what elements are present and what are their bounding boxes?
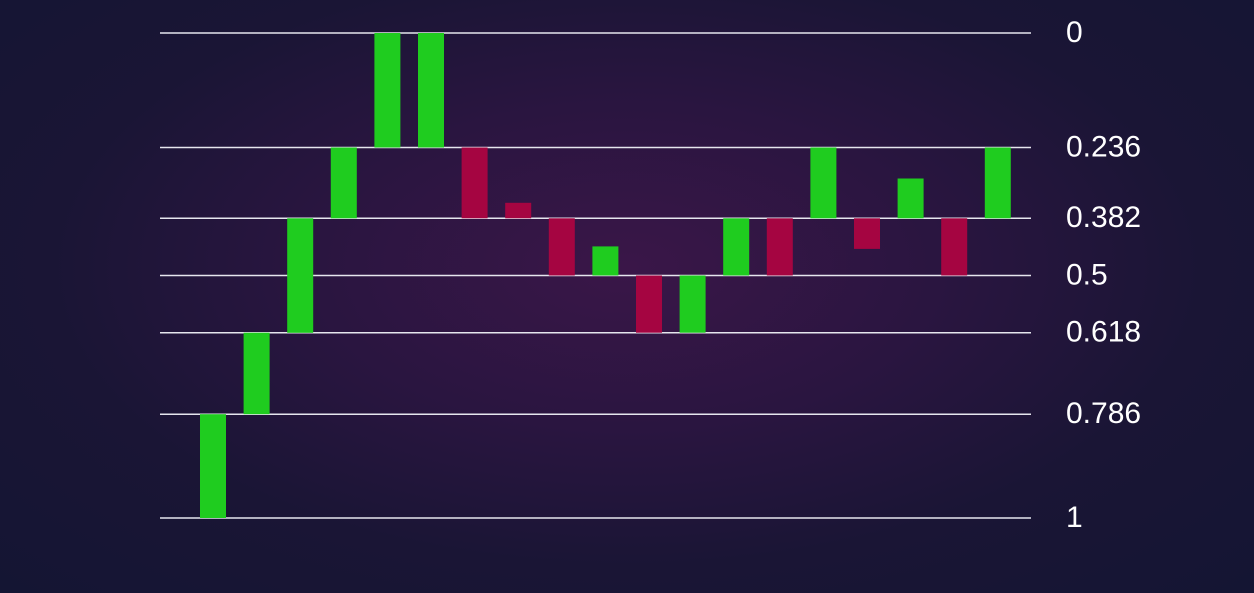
bar-down-18 (941, 218, 968, 276)
bar-down-9 (548, 218, 575, 276)
level-label: 1 (1066, 501, 1083, 534)
bar-up-10 (592, 246, 619, 276)
bar-up-2 (243, 332, 270, 415)
bar-down-16 (854, 218, 880, 249)
bar-down-11 (636, 275, 662, 333)
level-label: 0.618 (1066, 316, 1141, 349)
bar-up-19 (984, 147, 1011, 219)
bar-up-3 (287, 218, 314, 333)
level-label: 0.382 (1066, 201, 1141, 234)
level-labels: 0 0.236 0.382 0.5 0.618 0.786 1 (1066, 16, 1141, 534)
bar-up-1 (200, 414, 226, 518)
level-label: 0 (1066, 16, 1083, 49)
bar-down-14 (766, 218, 793, 276)
level-label: 0.786 (1066, 397, 1141, 430)
bar-series (200, 33, 1011, 518)
bar-up-12 (679, 275, 706, 333)
bar-up-17 (897, 178, 924, 219)
level-label: 0.236 (1066, 130, 1141, 163)
bar-up-6 (418, 33, 444, 148)
bar-up-5 (374, 33, 401, 148)
bar-up-4 (330, 147, 357, 219)
bar-down-8 (505, 202, 532, 219)
bar-down-7 (461, 147, 488, 219)
level-label: 0.5 (1066, 258, 1108, 291)
bar-up-13 (723, 218, 750, 276)
bar-up-15 (810, 147, 837, 219)
